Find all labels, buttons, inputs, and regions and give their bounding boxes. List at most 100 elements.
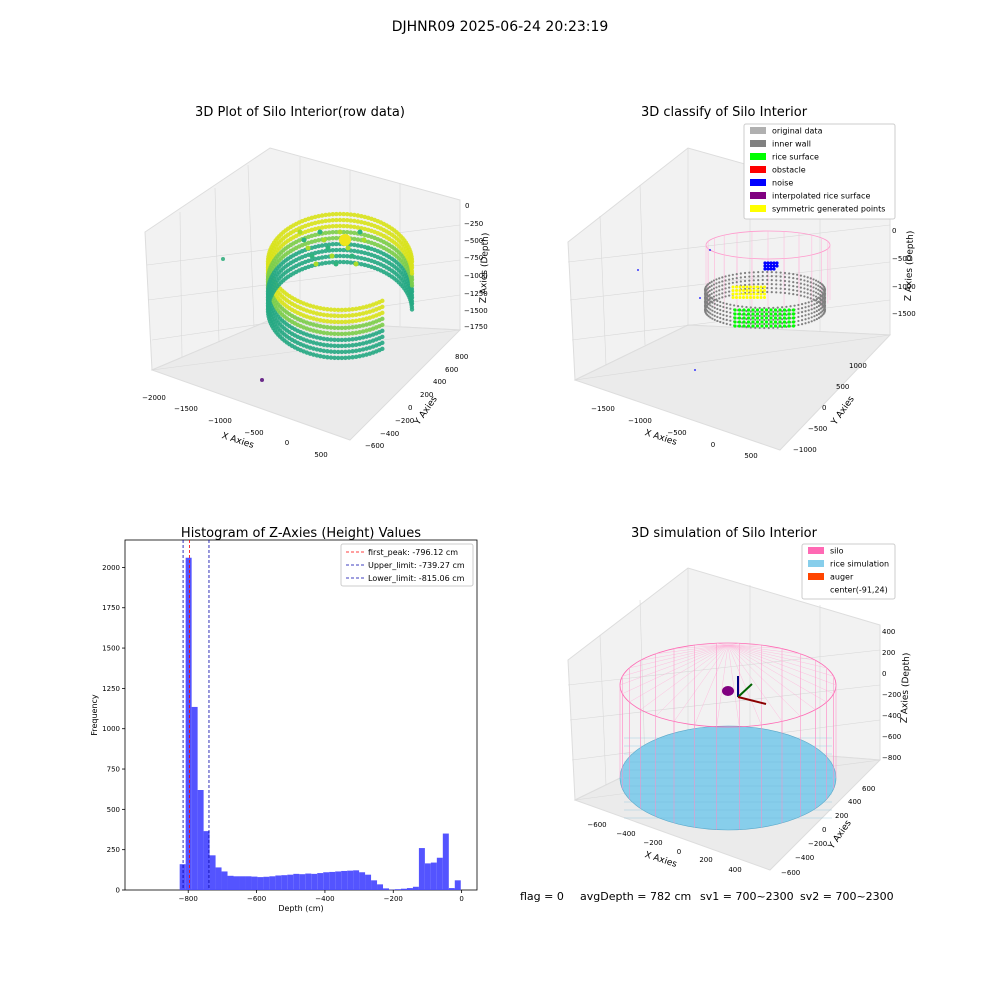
panel2-point	[756, 285, 759, 289]
panel2-point	[715, 286, 718, 289]
panel2-point	[767, 314, 770, 318]
p2-y-tick-label: 1000	[849, 362, 867, 370]
panel2-point	[796, 293, 799, 296]
panel2-point	[781, 318, 784, 321]
panel2-point	[767, 318, 770, 322]
panel2-point	[729, 315, 732, 318]
panel2-point	[742, 285, 745, 289]
histogram-y-tick-label: 1500	[102, 645, 120, 653]
panel1-point	[309, 221, 315, 227]
panel2-point	[719, 320, 722, 324]
histogram-bar	[335, 871, 342, 890]
panel1-point	[314, 347, 320, 352]
panel2-point	[716, 311, 719, 315]
panel2-point	[715, 278, 718, 281]
panel1-point	[364, 346, 369, 351]
panel1-point	[343, 355, 348, 361]
panel2-point	[763, 285, 766, 289]
panel2-point	[733, 312, 737, 316]
panel1-point	[309, 227, 315, 233]
panel2-point	[792, 273, 795, 276]
panel4-silo-roof-wire	[622, 644, 729, 677]
panel1-point	[330, 218, 335, 223]
histogram-legend-box	[340, 543, 474, 587]
panel1-point	[409, 271, 415, 276]
panel1-point	[346, 331, 352, 336]
panel1-point	[362, 250, 368, 256]
panel2-point	[766, 278, 769, 282]
panel2-point	[766, 290, 769, 294]
panel2-point	[779, 287, 782, 290]
panel2-point	[809, 281, 812, 284]
panel2-point	[783, 287, 787, 291]
panel1-point	[311, 316, 316, 321]
panel2-point	[725, 306, 728, 309]
panel1-point	[326, 236, 332, 241]
panel1-point	[345, 230, 350, 235]
panel1-point	[319, 213, 325, 218]
panel1-point	[339, 325, 345, 331]
panel1-point	[309, 257, 315, 263]
panel2-legend-box	[743, 123, 896, 220]
panel2-point	[743, 283, 747, 287]
panel4-silo-roof-wire	[655, 644, 729, 654]
panel2-point	[813, 307, 816, 310]
histogram-bar	[245, 876, 252, 890]
panel2-point	[766, 261, 770, 265]
panel2-point	[766, 270, 769, 274]
panel2-point	[779, 283, 782, 286]
panel1-point	[337, 247, 343, 253]
panel1-point	[357, 305, 362, 311]
panel2-point	[773, 324, 778, 328]
footer-sv2: sv2 = 700~2300	[800, 890, 894, 903]
panel-simulation-3d: 3D simulation of Silo Interior −600−400−…	[567, 526, 912, 877]
panel2-point	[728, 282, 731, 285]
panel1-point	[311, 322, 316, 327]
panel2-point	[813, 319, 816, 322]
panel2-point	[815, 301, 818, 305]
panel1-point	[321, 342, 327, 347]
panel1-point	[339, 343, 345, 349]
panel2-point	[772, 267, 776, 271]
panel2-point	[707, 315, 710, 318]
panel2-point	[742, 296, 745, 299]
panel4-auger	[722, 676, 767, 705]
panel1-point	[339, 313, 345, 319]
panel2-point	[813, 315, 816, 318]
panel2-point	[741, 305, 744, 308]
p1-z-tick-label: −1000	[464, 272, 488, 280]
panel2-point	[749, 326, 752, 329]
panel2-point	[708, 301, 711, 305]
panel1-point	[362, 232, 368, 238]
panel1-point	[332, 307, 337, 313]
panel2-point	[792, 277, 795, 280]
histogram-y-tick-label: 500	[107, 806, 120, 814]
panel1-z-label: Z Axies (Depth)	[479, 233, 491, 304]
panel1-point	[341, 223, 346, 229]
p2-z-tick-label: 0	[892, 227, 896, 235]
panel2-point	[770, 283, 773, 286]
panel2-point	[709, 312, 712, 315]
p2-grid-line	[639, 184, 646, 346]
p2-grid-line	[599, 215, 607, 366]
panel2-point	[724, 295, 727, 298]
panel2-point	[736, 304, 740, 308]
panel2-point	[708, 289, 711, 293]
panel1-point	[364, 322, 369, 327]
panel2-point	[809, 277, 812, 280]
panel2-point	[819, 285, 822, 289]
panel2-point	[797, 307, 800, 311]
panel1-point	[332, 325, 337, 331]
panel1-point	[355, 219, 361, 224]
panel2-point	[735, 296, 738, 299]
p2-z-tick-label: −1000	[892, 283, 916, 291]
panel1-point	[337, 211, 343, 217]
panel1-point	[343, 337, 348, 343]
histogram-bar	[317, 873, 324, 890]
p1-y-tick-label: 400	[433, 378, 446, 386]
panel1-point	[355, 243, 361, 248]
histogram-bar	[179, 864, 186, 890]
panel4-silo-roof-wire	[727, 644, 801, 717]
panel2-point	[823, 300, 827, 303]
panel2-point	[781, 322, 784, 325]
